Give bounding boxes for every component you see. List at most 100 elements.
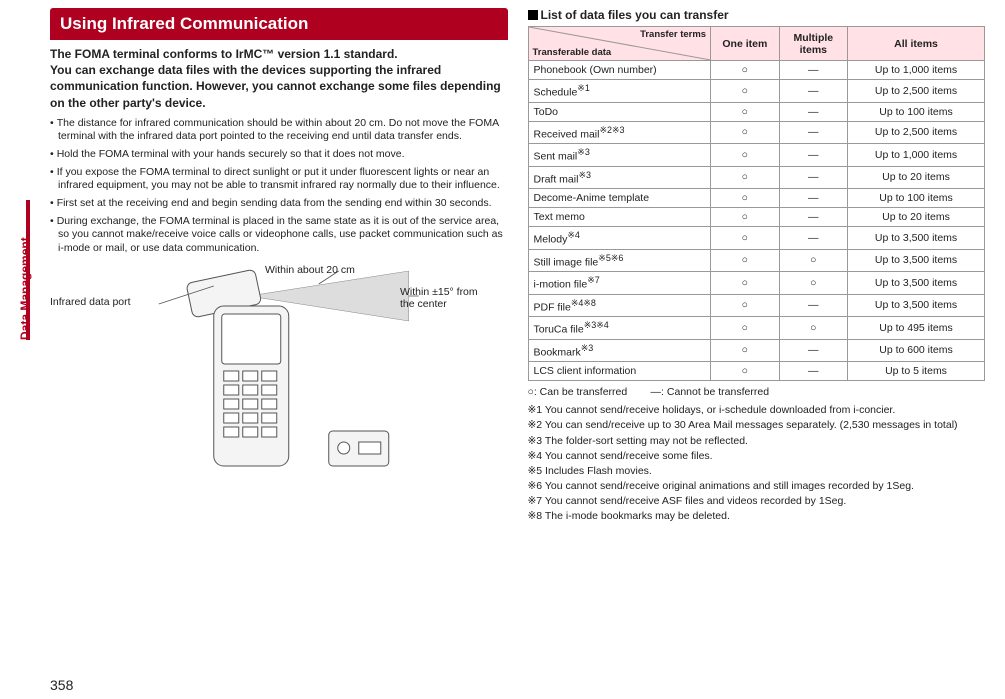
cell-one: ○	[711, 272, 779, 295]
note-item: ※7 You cannot send/receive ASF files and…	[528, 494, 986, 508]
cell-multi: —	[779, 362, 847, 381]
cell-name: Received mail※2※3	[528, 121, 711, 144]
right-column: List of data files you can transfer Tran…	[528, 8, 986, 691]
cell-one: ○	[711, 339, 779, 362]
table-row: ToruCa file※3※4○○Up to 495 items	[528, 317, 985, 340]
cell-one: ○	[711, 249, 779, 272]
right-header-text: List of data files you can transfer	[541, 8, 729, 22]
cell-all: Up to 100 items	[848, 189, 985, 208]
diagram-label-port: Infrared data port	[50, 296, 131, 308]
note-item: ※4 You cannot send/receive some files.	[528, 449, 986, 463]
cell-one: ○	[711, 80, 779, 103]
th-transfer-terms: Transfer terms	[640, 29, 706, 40]
cell-all: Up to 2,500 items	[848, 80, 985, 103]
table-row: Schedule※1○—Up to 2,500 items	[528, 80, 985, 103]
bullet-list: The distance for infrared communication …	[50, 117, 508, 256]
cell-multi: —	[779, 102, 847, 121]
note-item: ※8 The i-mode bookmarks may be deleted.	[528, 509, 986, 523]
cell-multi: —	[779, 294, 847, 317]
cell-name: Text memo	[528, 208, 711, 227]
cell-all: Up to 1,000 items	[848, 144, 985, 167]
table-row: Decome-Anime template○—Up to 100 items	[528, 189, 985, 208]
intro-text: The FOMA terminal conforms to IrMC™ vers…	[50, 46, 508, 111]
cell-one: ○	[711, 227, 779, 250]
th-one-item: One item	[711, 27, 779, 61]
table-row: Melody※4○—Up to 3,500 items	[528, 227, 985, 250]
cell-multi: —	[779, 208, 847, 227]
cell-one: ○	[711, 102, 779, 121]
bullet-item: First set at the receiving end and begin…	[50, 197, 508, 211]
th-multiple-items: Multiple items	[779, 27, 847, 61]
square-icon	[528, 10, 538, 20]
bullet-item: During exchange, the FOMA terminal is pl…	[50, 215, 508, 256]
cell-multi: ○	[779, 272, 847, 295]
section-header: Using Infrared Communication	[50, 8, 508, 40]
cell-all: Up to 3,500 items	[848, 294, 985, 317]
note-item: ※5 Includes Flash movies.	[528, 464, 986, 478]
table-row: Text memo○—Up to 20 items	[528, 208, 985, 227]
right-header: List of data files you can transfer	[528, 8, 986, 22]
cell-name: i-motion file※7	[528, 272, 711, 295]
cell-name: Still image file※5※6	[528, 249, 711, 272]
note-item: ※1 You cannot send/receive holidays, or …	[528, 403, 986, 417]
bullet-item: If you expose the FOMA terminal to direc…	[50, 166, 508, 193]
left-column: Using Infrared Communication The FOMA te…	[50, 8, 508, 691]
note-item: ※3 The folder-sort setting may not be re…	[528, 434, 986, 448]
th-all-items: All items	[848, 27, 985, 61]
page-number: 358	[50, 677, 73, 693]
cell-multi: —	[779, 144, 847, 167]
table-row: Still image file※5※6○○Up to 3,500 items	[528, 249, 985, 272]
table-row: PDF file※4※8○—Up to 3,500 items	[528, 294, 985, 317]
cell-name: Sent mail※3	[528, 144, 711, 167]
cell-multi: ○	[779, 317, 847, 340]
cell-all: Up to 600 items	[848, 339, 985, 362]
cell-one: ○	[711, 144, 779, 167]
cell-all: Up to 2,500 items	[848, 121, 985, 144]
cell-all: Up to 1,000 items	[848, 61, 985, 80]
cell-name: PDF file※4※8	[528, 294, 711, 317]
cell-multi: —	[779, 61, 847, 80]
cell-name: Schedule※1	[528, 80, 711, 103]
cell-multi: ○	[779, 249, 847, 272]
cell-name: Melody※4	[528, 227, 711, 250]
cell-all: Up to 5 items	[848, 362, 985, 381]
cell-multi: —	[779, 121, 847, 144]
table-row: Bookmark※3○—Up to 600 items	[528, 339, 985, 362]
cell-all: Up to 3,500 items	[848, 249, 985, 272]
cell-one: ○	[711, 166, 779, 189]
cell-all: Up to 495 items	[848, 317, 985, 340]
cell-all: Up to 3,500 items	[848, 227, 985, 250]
cell-one: ○	[711, 317, 779, 340]
bullet-item: Hold the FOMA terminal with your hands s…	[50, 148, 508, 162]
cell-name: Decome-Anime template	[528, 189, 711, 208]
cell-name: ToDo	[528, 102, 711, 121]
cell-multi: —	[779, 166, 847, 189]
transfer-table: Transfer terms Transferable data One ite…	[528, 26, 986, 381]
th-transferable-data: Transferable data	[533, 47, 612, 58]
table-row: Received mail※2※3○—Up to 2,500 items	[528, 121, 985, 144]
diagram-label-distance: Within about 20 cm	[265, 264, 355, 276]
table-row: ToDo○—Up to 100 items	[528, 102, 985, 121]
cell-name: ToruCa file※3※4	[528, 317, 711, 340]
table-header-diagonal: Transfer terms Transferable data	[528, 27, 711, 61]
side-tab-bar	[26, 200, 30, 340]
table-row: LCS client information○—Up to 5 items	[528, 362, 985, 381]
cell-one: ○	[711, 208, 779, 227]
cell-one: ○	[711, 294, 779, 317]
cell-multi: —	[779, 189, 847, 208]
cell-multi: —	[779, 339, 847, 362]
cell-name: Phonebook (Own number)	[528, 61, 711, 80]
cell-name: Draft mail※3	[528, 166, 711, 189]
cell-all: Up to 100 items	[848, 102, 985, 121]
cell-name: LCS client information	[528, 362, 711, 381]
table-row: Sent mail※3○—Up to 1,000 items	[528, 144, 985, 167]
table-row: Phonebook (Own number)○—Up to 1,000 item…	[528, 61, 985, 80]
cell-one: ○	[711, 121, 779, 144]
note-item: ※2 You can send/receive up to 30 Area Ma…	[528, 418, 986, 432]
cell-one: ○	[711, 189, 779, 208]
cell-all: Up to 20 items	[848, 208, 985, 227]
cell-name: Bookmark※3	[528, 339, 711, 362]
cell-one: ○	[711, 61, 779, 80]
cell-multi: —	[779, 227, 847, 250]
bullet-item: The distance for infrared communication …	[50, 117, 508, 144]
